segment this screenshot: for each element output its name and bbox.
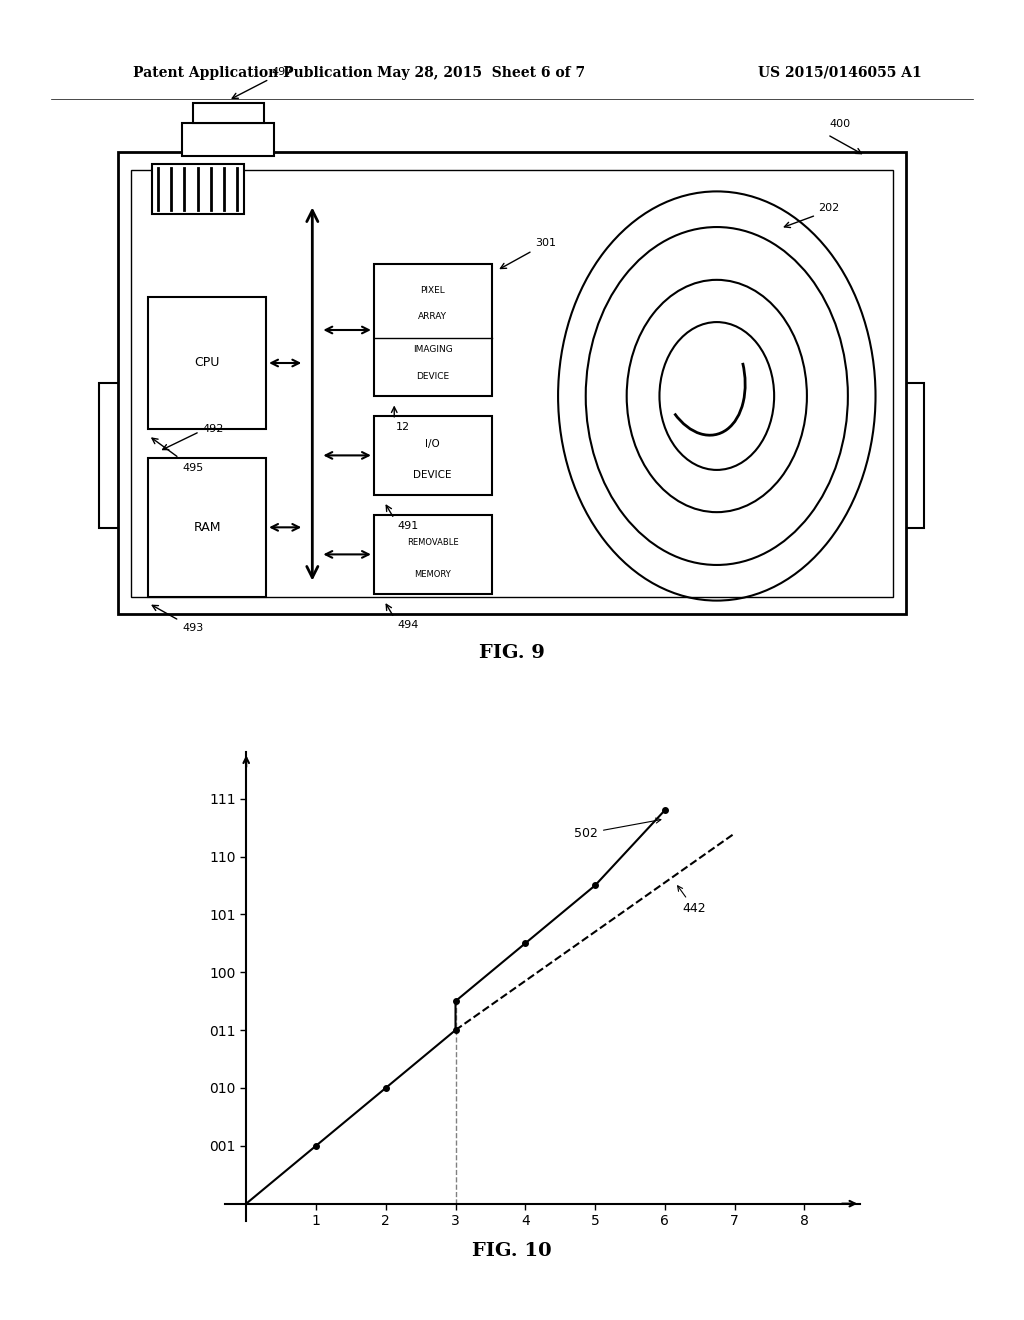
FancyBboxPatch shape <box>118 152 906 614</box>
Text: PIXEL: PIXEL <box>420 286 445 294</box>
FancyBboxPatch shape <box>901 383 924 528</box>
Text: 301: 301 <box>536 238 557 248</box>
Text: 494: 494 <box>397 620 419 631</box>
Text: Patent Application Publication: Patent Application Publication <box>133 66 373 79</box>
FancyBboxPatch shape <box>374 264 492 396</box>
Text: DEVICE: DEVICE <box>414 470 452 480</box>
Text: 202: 202 <box>818 202 840 213</box>
Text: May 28, 2015  Sheet 6 of 7: May 28, 2015 Sheet 6 of 7 <box>377 66 586 79</box>
Text: 442: 442 <box>678 886 706 915</box>
FancyBboxPatch shape <box>152 164 244 214</box>
Text: US 2015/0146055 A1: US 2015/0146055 A1 <box>758 66 922 79</box>
FancyBboxPatch shape <box>374 416 492 495</box>
Text: FIG. 9: FIG. 9 <box>479 644 545 663</box>
Text: 493: 493 <box>182 623 204 634</box>
Text: DEVICE: DEVICE <box>416 372 450 380</box>
FancyBboxPatch shape <box>374 515 492 594</box>
Text: 12: 12 <box>396 422 411 433</box>
Text: 502: 502 <box>574 818 660 840</box>
FancyBboxPatch shape <box>148 458 266 597</box>
Text: RAM: RAM <box>194 521 221 533</box>
FancyBboxPatch shape <box>99 383 122 528</box>
Text: 495: 495 <box>182 463 204 474</box>
Text: I/O: I/O <box>425 438 440 449</box>
FancyBboxPatch shape <box>182 123 274 156</box>
FancyBboxPatch shape <box>193 103 264 123</box>
FancyBboxPatch shape <box>131 170 893 597</box>
Text: 400: 400 <box>829 119 851 129</box>
Text: IMAGING: IMAGING <box>413 346 453 354</box>
Text: 497: 497 <box>271 66 293 77</box>
Text: REMOVABLE: REMOVABLE <box>407 539 459 546</box>
Text: FIG. 10: FIG. 10 <box>472 1242 552 1261</box>
Text: 491: 491 <box>397 521 419 532</box>
Text: CPU: CPU <box>195 356 220 370</box>
Text: 492: 492 <box>203 424 224 434</box>
Text: MEMORY: MEMORY <box>415 570 451 578</box>
Text: ARRAY: ARRAY <box>418 313 447 321</box>
FancyBboxPatch shape <box>148 297 266 429</box>
